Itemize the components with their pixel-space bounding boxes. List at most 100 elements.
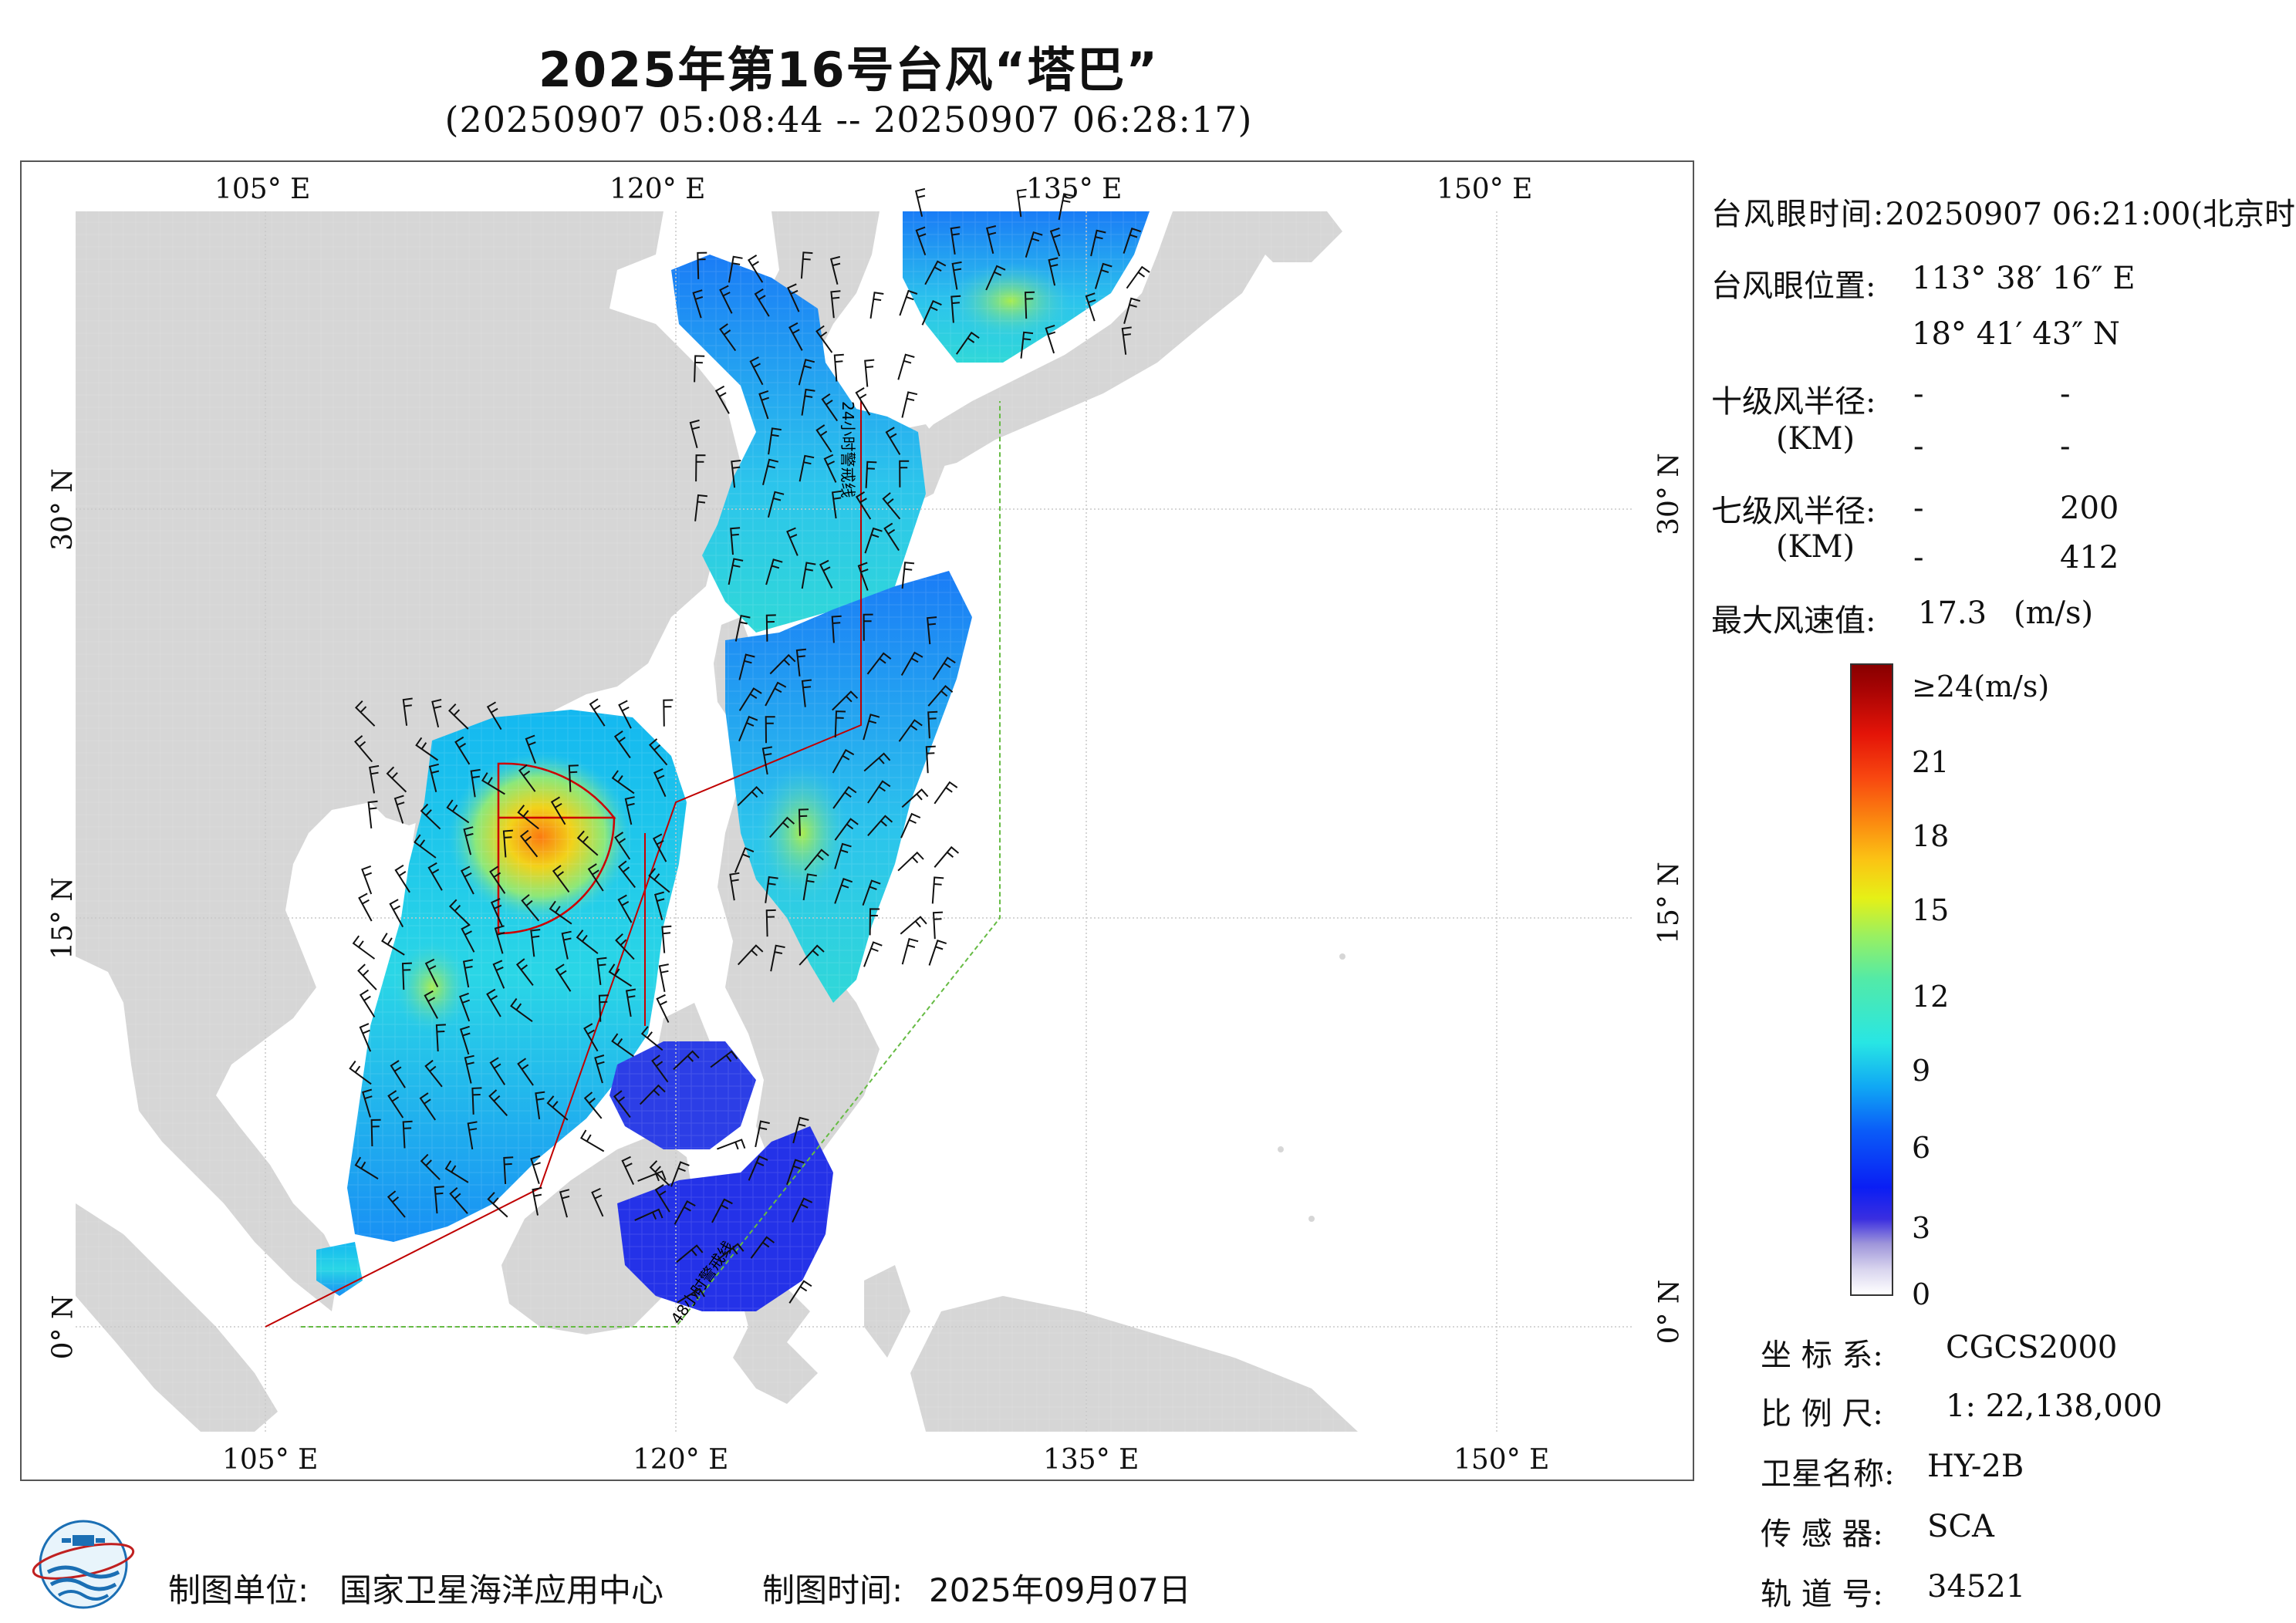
wind-barb (863, 752, 891, 772)
wind-barb (834, 878, 853, 904)
wind-barb (738, 687, 762, 711)
wind-barb (832, 690, 859, 711)
r7-unit: (KM) (1776, 529, 1855, 565)
wind-barb (899, 460, 910, 488)
wind-barb (869, 292, 884, 319)
wind-barb (470, 768, 481, 798)
max-wind-value: 17.3 (1918, 596, 1987, 631)
time-range-subtitle: (20250907 05:08:44 -- 20250907 06:28:17) (444, 99, 1253, 140)
wind-barb (900, 651, 923, 676)
wind-barb (658, 963, 669, 992)
wind-barb (985, 265, 1006, 291)
footer-unit-value: 国家卫星海洋应用中心 (339, 1571, 664, 1609)
wind-barb (489, 1057, 506, 1085)
wind-barb (758, 390, 770, 420)
colorbar-label-21: 21 (1912, 745, 1950, 779)
wind-barb (621, 1156, 635, 1186)
wind-barb (832, 749, 855, 774)
wind-barb (525, 734, 536, 764)
r7-value-4: 412 (2060, 540, 2119, 575)
wind-barb (648, 868, 670, 893)
wind-barb (924, 260, 947, 285)
wind-barb (1025, 231, 1043, 258)
wind-barb (697, 251, 707, 279)
wind-barb (559, 1189, 570, 1218)
footer-unit-label: 制图单位: (168, 1571, 309, 1609)
footer-time-label: 制图时间: (762, 1571, 903, 1609)
wind-barb (711, 1198, 733, 1223)
wind-barb (769, 653, 796, 675)
wind-barb (415, 737, 439, 761)
wind-barb (737, 785, 764, 807)
wind-barb (950, 226, 961, 255)
wind-barb (788, 1280, 812, 1304)
wind-barb (367, 800, 378, 829)
wind-barb (381, 933, 405, 956)
wind-barb (694, 355, 705, 383)
wind-barb (390, 1060, 406, 1088)
wind-barb (594, 1054, 605, 1084)
wind-barb (434, 1186, 444, 1214)
wind-barb (357, 963, 377, 990)
wind-barb (1045, 324, 1056, 354)
wind-barb (765, 614, 776, 642)
wind-barb (651, 1054, 669, 1083)
colorbar-label-6: 6 (1912, 1131, 1931, 1165)
wind-barb (359, 989, 376, 1018)
wind-barb (420, 1153, 441, 1180)
wind-barb (369, 764, 380, 794)
wind-barb (532, 1186, 542, 1216)
wind-barb (1085, 292, 1096, 322)
nsoas-logo (32, 1520, 135, 1609)
wind-barb (519, 829, 539, 858)
wind-barb (624, 796, 635, 825)
wind-barb (801, 388, 815, 416)
wind-barb (461, 923, 475, 953)
wind-barb (1058, 193, 1074, 221)
wind-barb (749, 356, 764, 386)
wind-barb (639, 1084, 666, 1105)
wind-barb (900, 916, 927, 935)
wind-barb (934, 845, 960, 868)
wind-barb (387, 1090, 404, 1119)
wind-barb (832, 786, 857, 809)
wind-barb (618, 700, 632, 729)
colorbar-label-0: 0 (1912, 1277, 1931, 1311)
wind-barb (552, 865, 570, 893)
wind-barb (901, 391, 918, 418)
wind-barb (821, 393, 839, 422)
wind-barb (932, 656, 956, 680)
wind-barb (898, 719, 923, 742)
wind-barb (901, 937, 919, 965)
wind-barbs (349, 187, 1150, 1304)
map-title: 2025年第16号台风“塔巴” (538, 42, 1160, 98)
wind-barb (492, 960, 505, 989)
wind-barb (673, 1050, 700, 1071)
wind-barb (462, 959, 474, 988)
wind-barb (950, 295, 961, 323)
wind-barb (765, 876, 778, 903)
colorbar-label-12: 12 (1912, 980, 1950, 1014)
scale-label: 比 例 尺: (1761, 1396, 1883, 1432)
wind-barb (729, 872, 740, 901)
wind-barb (787, 283, 800, 312)
wind-barb (656, 994, 670, 1023)
wind-barb (831, 490, 842, 519)
bottom-lon-label-105: 105° E (222, 1444, 319, 1476)
wind-barb (765, 716, 775, 744)
wind-barb (615, 933, 635, 960)
wind-barb (867, 780, 891, 804)
wind-barb (674, 1200, 696, 1225)
wind-barb (831, 615, 842, 643)
wind-barb (446, 799, 470, 824)
wind-barb (834, 710, 846, 738)
wind-barb (386, 766, 407, 793)
colorbar-label-3: 3 (1912, 1211, 1931, 1245)
wind-barb (393, 795, 405, 824)
wind-barb (583, 1092, 603, 1119)
wind-barb (801, 562, 816, 589)
wind-barb (652, 833, 667, 862)
wind-barb (431, 699, 442, 728)
wind-barb (864, 359, 875, 387)
